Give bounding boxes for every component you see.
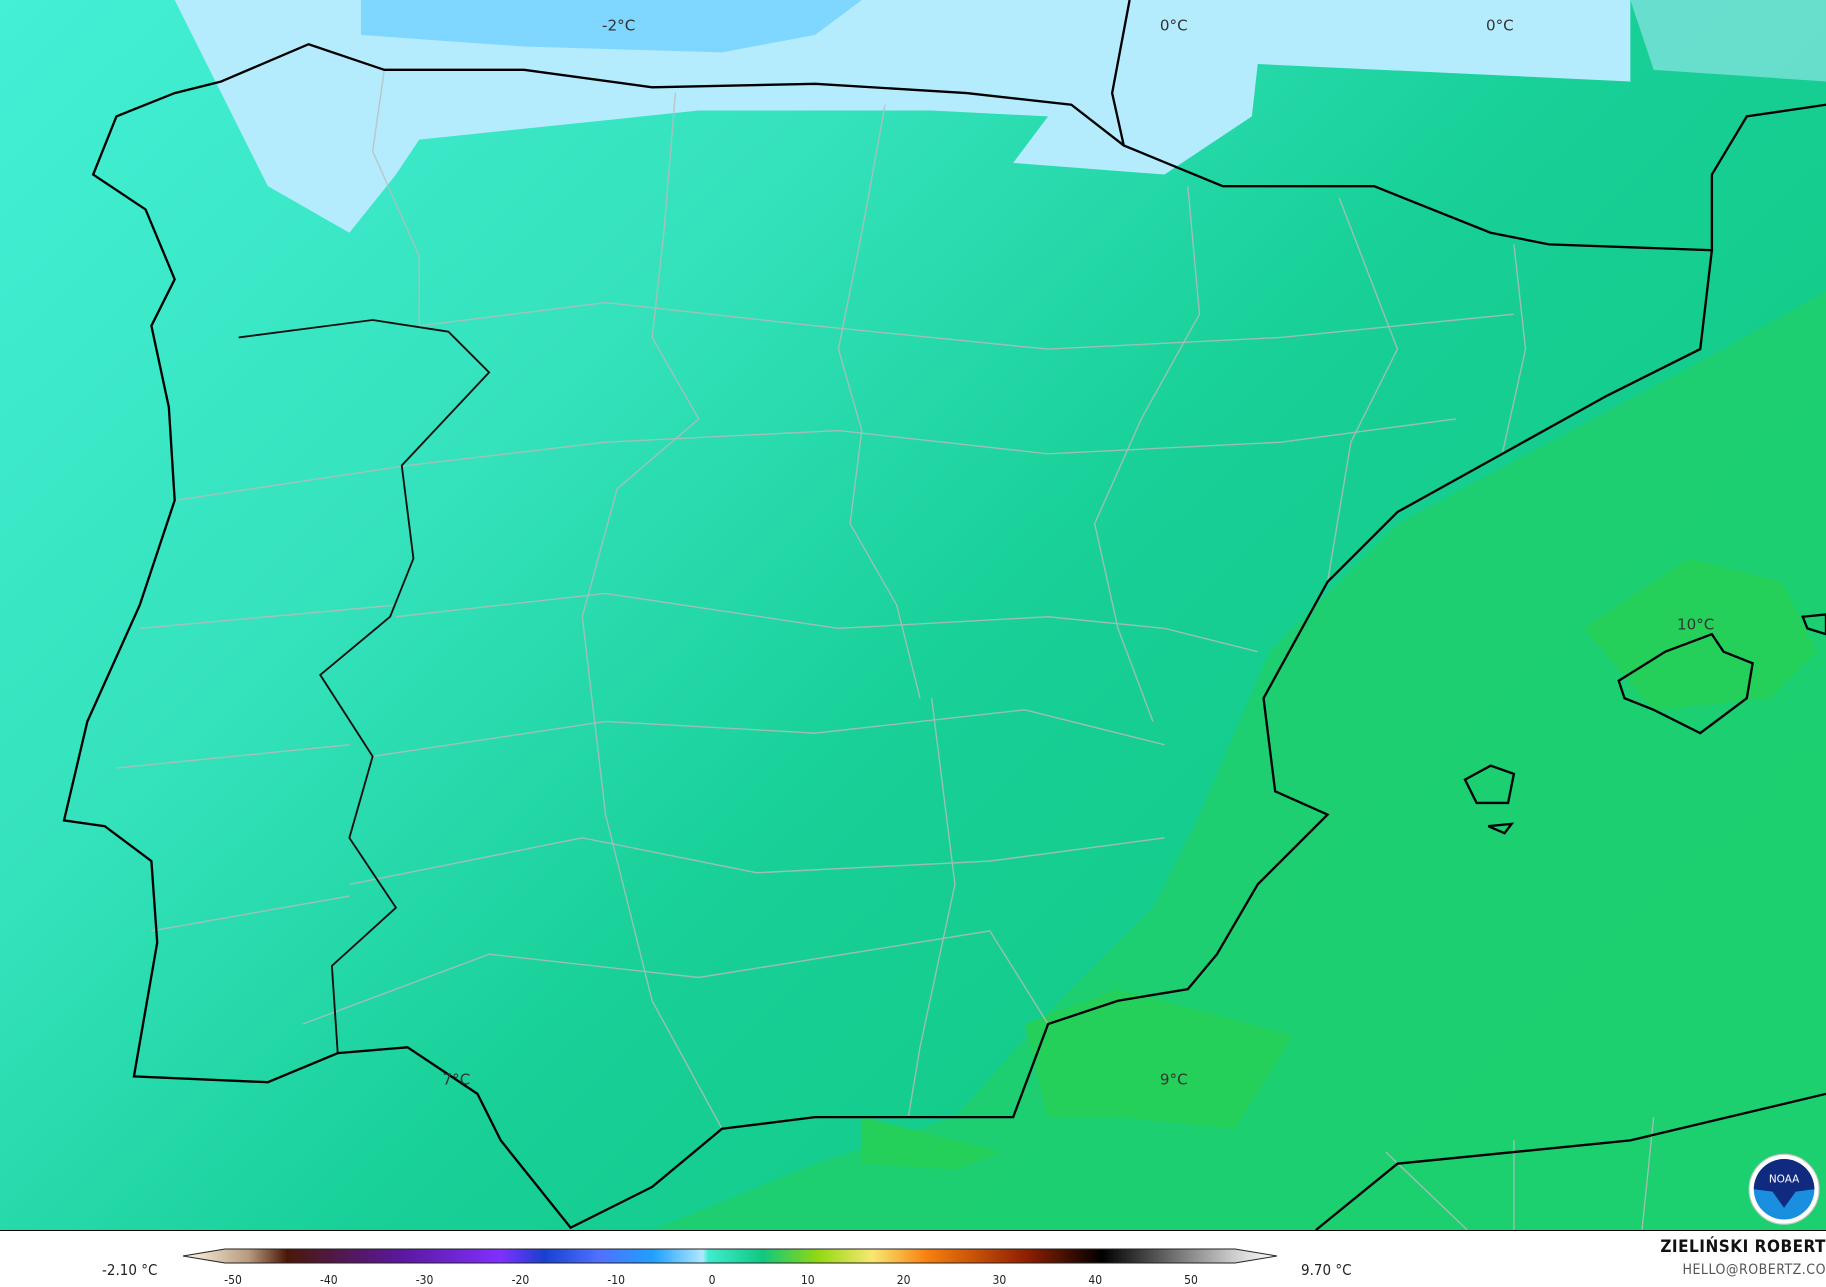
colorbar-tick-label: 30 [992, 1273, 1007, 1287]
colorbar-tick-label: 50 [1184, 1273, 1198, 1287]
cold-zone-biscay [174, 0, 1631, 233]
colorbar-tick-label: 0 [708, 1273, 716, 1287]
warmest-zone [861, 558, 1817, 1170]
colorbar-tick-label: -40 [319, 1273, 338, 1287]
min-value-label: -2.10 °C [102, 1261, 158, 1279]
contour-label: 0°C [1160, 16, 1188, 34]
contour-label: 7°C [443, 1071, 471, 1089]
colorbar-tick-label: 20 [896, 1273, 911, 1287]
colorbar-tick-label: -50 [224, 1273, 242, 1287]
author-name: ZIELIŃSKI ROBERT [1660, 1237, 1826, 1257]
cold-zone-france [1630, 0, 1826, 82]
author-email: HELLO@ROBERTZ.CO [1682, 1262, 1826, 1278]
colorbar-tick-label: -30 [415, 1273, 434, 1287]
contour-label: 0°C [1486, 16, 1514, 34]
contour-label: 9°C [1160, 1071, 1188, 1089]
colorbar-tick-label: 10 [800, 1273, 815, 1287]
coastlines [62, 0, 1826, 1230]
province-borders [116, 69, 1655, 1230]
noaa-logo: NOAA [1748, 1153, 1820, 1225]
portugal-spain-border [238, 319, 491, 1054]
contour-label: -2°C [602, 16, 635, 34]
temperature-map: -2°C 0°C 0°C 10°C 7°C 9°C NOAA [0, 0, 1826, 1231]
colorbar-tick-label: 40 [1088, 1273, 1103, 1287]
legend: -2.10 °C [0, 1231, 1826, 1287]
coldest-zone [361, 0, 862, 53]
contour-labels: -2°C 0°C 0°C 10°C 7°C 9°C [443, 16, 1715, 1088]
colorbar-tick-label: -10 [607, 1273, 626, 1287]
contour-label: 10°C [1677, 616, 1714, 634]
max-value-label: 9.70 °C [1301, 1261, 1352, 1279]
warm-zone [652, 290, 1826, 1230]
colorbar-tick-label: -20 [511, 1273, 530, 1287]
logo-text: NOAA [1769, 1173, 1800, 1185]
colorbar [182, 1248, 1278, 1264]
